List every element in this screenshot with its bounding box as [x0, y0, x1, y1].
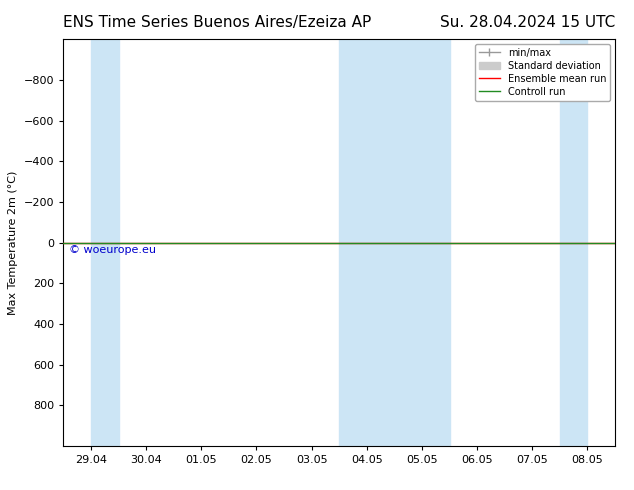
Bar: [560, 39, 588, 446]
Bar: [339, 39, 450, 446]
Y-axis label: Max Temperature 2m (°C): Max Temperature 2m (°C): [8, 171, 18, 315]
Text: Su. 28.04.2024 15 UTC: Su. 28.04.2024 15 UTC: [440, 15, 615, 30]
Text: © woeurope.eu: © woeurope.eu: [69, 245, 156, 255]
Bar: [91, 39, 119, 446]
Text: ENS Time Series Buenos Aires/Ezeiza AP: ENS Time Series Buenos Aires/Ezeiza AP: [63, 15, 372, 30]
Legend: min/max, Standard deviation, Ensemble mean run, Controll run: min/max, Standard deviation, Ensemble me…: [475, 44, 610, 100]
